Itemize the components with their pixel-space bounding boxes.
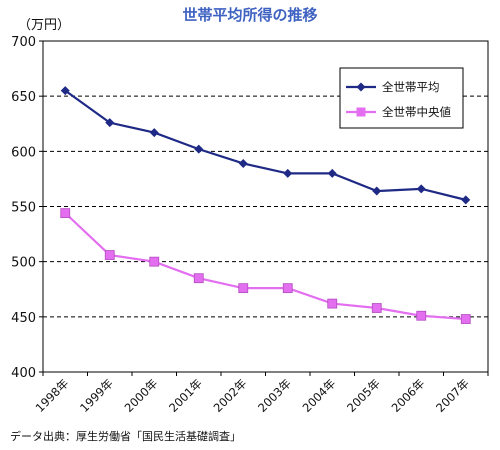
data-point-diamond [149,128,159,138]
x-tick-label: 1999年 [77,376,116,415]
chart-title: 世帯平均所得の推移 [182,6,318,24]
data-point-diamond [416,184,426,194]
data-point-square [416,310,427,321]
data-point-diamond [327,168,337,178]
data-point-diamond [372,186,382,196]
data-point-diamond [238,158,248,168]
data-point-diamond [194,144,204,154]
y-tick-label: 400 [11,366,36,381]
x-tick-label: 2004年 [300,376,339,415]
data-point-square [460,314,471,324]
series-line-0 [64,89,467,201]
y-tick-label: 600 [11,145,36,160]
y-tick-label: 500 [11,256,36,271]
data-point-square [238,283,249,294]
legend-marker-diamond [356,82,366,92]
data-point-diamond [461,195,471,205]
x-tick-label: 2003年 [255,376,294,415]
x-tick-label: 2001年 [166,376,205,415]
legend-label: 全世帯平均 [382,80,440,94]
series-line-1 [64,212,466,321]
x-tick-label: 2002年 [211,376,250,415]
data-point-square [371,303,382,313]
y-tick-label: 550 [11,201,36,216]
data-point-diamond [105,118,115,128]
y-tick-label: 450 [11,311,36,326]
data-point-square [327,298,338,309]
data-point-square [104,250,115,260]
x-tick-label: 2007年 [433,376,472,415]
data-point-square [149,256,160,267]
data-point-square [60,208,71,219]
data-point-diamond [283,168,293,178]
y-axis-unit-label: （万円） [18,18,71,33]
source-note: データ出典：厚生労働省「国民生活基礎調査」 [10,430,241,443]
data-point-square [282,283,293,294]
y-tick-label: 650 [11,90,36,105]
y-tick-label: 700 [11,35,36,50]
x-tick-label: 2005年 [344,376,383,415]
x-tick-label: 1998年 [33,376,72,415]
x-tick-label: 2006年 [389,376,428,415]
legend-label: 全世帯中央値 [382,105,451,119]
legend-marker-square [356,107,366,117]
data-point-diamond [60,86,70,96]
data-point-square [193,273,204,284]
legend-box [339,67,464,129]
x-tick-label: 2000年 [122,376,161,415]
